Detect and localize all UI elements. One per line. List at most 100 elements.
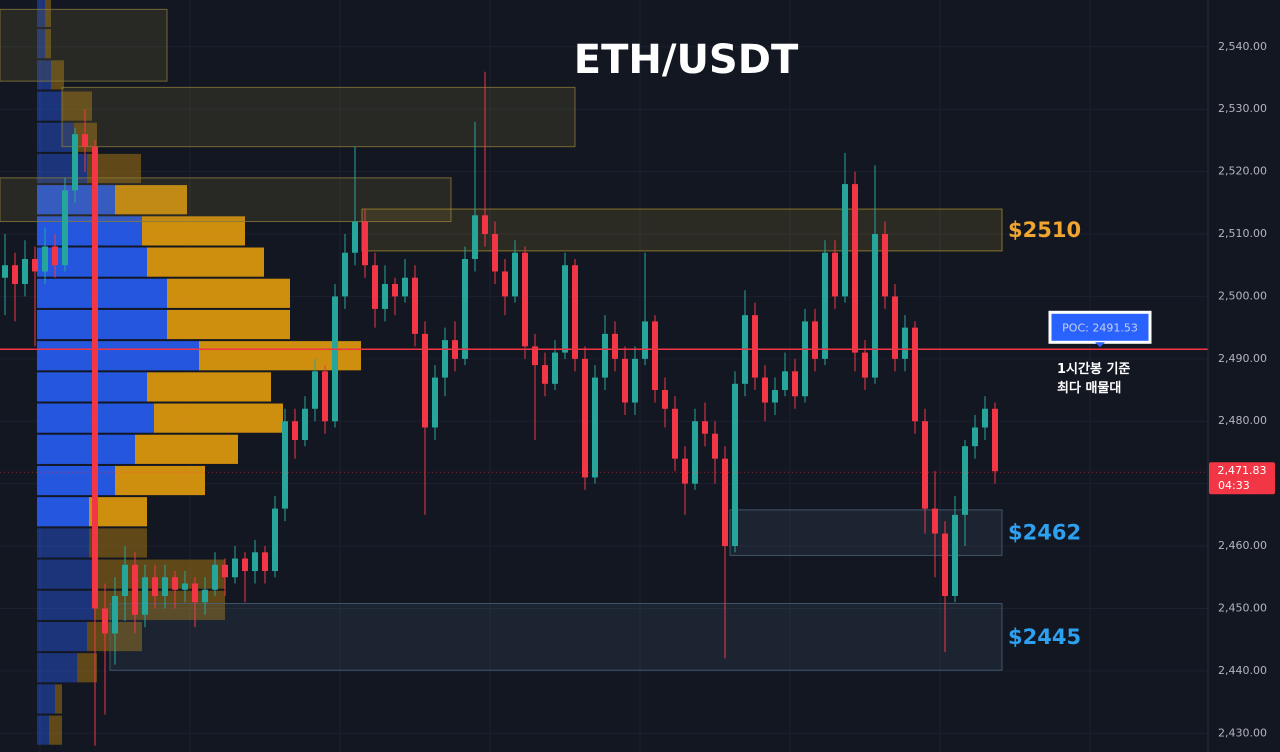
candle-body <box>632 358 638 403</box>
candles <box>2 71 998 746</box>
y-tick-label: 2,510.00 <box>1218 227 1267 240</box>
candle-body <box>732 383 738 547</box>
candle-body <box>32 258 38 272</box>
candle-body <box>592 377 598 478</box>
candle-body <box>322 371 328 422</box>
poc-label: POC: 2491.53 <box>1062 321 1138 334</box>
candle-body <box>342 252 348 297</box>
candle-body <box>362 221 368 266</box>
zone-label: $2445 <box>1008 625 1081 649</box>
candle-body <box>582 358 588 478</box>
candle-body <box>912 327 918 422</box>
chart-title: ETH/USDT <box>574 37 799 83</box>
profile-buy <box>37 91 62 121</box>
profile-buy <box>37 590 94 620</box>
candle-body <box>932 508 938 534</box>
candle-body <box>302 408 308 440</box>
candle-body <box>152 577 158 596</box>
candle-body <box>162 577 168 596</box>
candle-body <box>392 283 398 297</box>
candle-body <box>952 514 958 596</box>
profile-buy <box>37 341 199 371</box>
candle-body <box>192 583 198 603</box>
candle-body <box>622 358 628 403</box>
candle-body <box>2 265 8 278</box>
candle-body <box>822 252 828 359</box>
candle-body <box>402 277 408 297</box>
last-price-label: 2,471.83 <box>1218 464 1267 477</box>
candle-body <box>272 508 278 572</box>
candle-body <box>692 421 698 484</box>
annotation: 1시간봉 기준 <box>1057 361 1130 377</box>
candle-body <box>702 421 708 434</box>
zone-label: $2510 <box>1008 218 1081 242</box>
candle-body <box>972 427 978 447</box>
profile-sell <box>147 247 264 277</box>
candle-body <box>462 258 468 359</box>
candle-body <box>212 564 218 590</box>
candle-body <box>552 352 558 384</box>
profile-sell <box>62 91 92 121</box>
last-price-tag <box>1209 462 1275 495</box>
candle-body <box>382 283 388 309</box>
profile-buy <box>37 434 135 464</box>
y-tick-label: 2,520.00 <box>1218 165 1267 178</box>
profile-buy <box>37 715 49 745</box>
candle-body <box>332 296 338 422</box>
candle-body <box>712 433 718 459</box>
volume-profile <box>37 0 361 745</box>
candle-body <box>662 390 668 409</box>
candle-body <box>122 564 128 596</box>
y-tick-label: 2,540.00 <box>1218 40 1267 53</box>
candle-body <box>782 371 788 391</box>
candle-body <box>832 252 838 297</box>
candle-body <box>432 377 438 428</box>
candle-body <box>352 221 358 253</box>
candle-body <box>602 333 608 378</box>
candle-body <box>942 533 948 596</box>
profile-sell <box>115 465 205 496</box>
profile-buy <box>37 684 55 714</box>
zone <box>361 208 1003 252</box>
candle-body <box>562 265 568 353</box>
candle-body <box>982 408 988 428</box>
candle-body <box>52 246 58 266</box>
profile-sell <box>97 559 225 589</box>
candle-body <box>42 246 48 272</box>
candle-body <box>962 446 968 515</box>
profile-sell <box>167 309 290 340</box>
profile-buy <box>37 559 97 589</box>
profile-buy <box>37 621 87 652</box>
candle-body <box>902 327 908 359</box>
candle-body <box>572 265 578 359</box>
profile-buy <box>37 309 167 340</box>
candle-body <box>532 346 538 366</box>
profile-sell <box>45 0 51 28</box>
y-tick-label: 2,500.00 <box>1218 289 1267 302</box>
zone <box>61 86 576 148</box>
candle-body <box>472 215 478 259</box>
candle-body <box>282 421 288 509</box>
candle-body <box>812 321 818 359</box>
candle-body <box>722 458 728 547</box>
profile-sell <box>89 497 147 527</box>
candle-body <box>172 577 178 590</box>
candle-body <box>512 252 518 297</box>
candle-body <box>22 258 28 284</box>
candle-body <box>752 315 758 378</box>
candle-body <box>542 365 548 384</box>
profile-sell <box>77 653 97 683</box>
candle-body <box>872 234 878 378</box>
y-tick-label: 2,440.00 <box>1218 664 1267 677</box>
candle-body <box>682 458 688 484</box>
candle-body <box>802 321 808 397</box>
candle-body <box>492 234 498 272</box>
profile-buy <box>37 278 167 308</box>
annotation: 최다 매물대 <box>1057 380 1121 396</box>
profile-sell <box>89 528 147 558</box>
y-tick-label: 2,430.00 <box>1218 726 1267 739</box>
profile-buy <box>37 60 51 90</box>
